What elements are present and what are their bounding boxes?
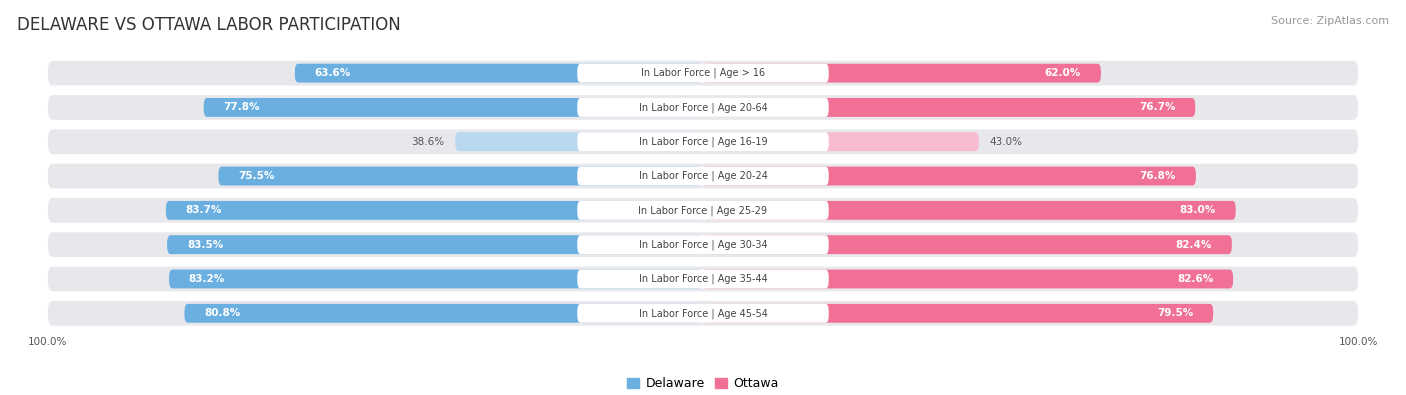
Text: In Labor Force | Age 35-44: In Labor Force | Age 35-44 [638,274,768,284]
FancyBboxPatch shape [167,235,703,254]
Text: 80.8%: 80.8% [204,308,240,318]
FancyBboxPatch shape [703,98,1195,117]
Text: 100.0%: 100.0% [28,337,67,348]
Text: 77.8%: 77.8% [224,102,260,113]
Text: 76.8%: 76.8% [1140,171,1175,181]
Text: 83.2%: 83.2% [188,274,225,284]
FancyBboxPatch shape [578,269,828,288]
FancyBboxPatch shape [48,267,1358,292]
Text: 83.7%: 83.7% [186,205,222,215]
FancyBboxPatch shape [48,130,1358,154]
FancyBboxPatch shape [578,64,828,83]
Text: 75.5%: 75.5% [238,171,274,181]
FancyBboxPatch shape [48,301,1358,325]
FancyBboxPatch shape [169,269,703,288]
FancyBboxPatch shape [578,167,828,186]
Text: In Labor Force | Age 25-29: In Labor Force | Age 25-29 [638,205,768,216]
Text: In Labor Force | Age > 16: In Labor Force | Age > 16 [641,68,765,78]
Text: 83.0%: 83.0% [1180,205,1216,215]
FancyBboxPatch shape [184,304,703,323]
Legend: Delaware, Ottawa: Delaware, Ottawa [621,372,785,395]
FancyBboxPatch shape [578,235,828,254]
FancyBboxPatch shape [703,269,1233,288]
FancyBboxPatch shape [578,132,828,151]
Text: In Labor Force | Age 30-34: In Labor Force | Age 30-34 [638,239,768,250]
Text: 100.0%: 100.0% [1339,337,1378,348]
Text: 79.5%: 79.5% [1157,308,1194,318]
Text: 76.7%: 76.7% [1139,102,1175,113]
FancyBboxPatch shape [703,235,1232,254]
FancyBboxPatch shape [204,98,703,117]
FancyBboxPatch shape [48,164,1358,188]
FancyBboxPatch shape [578,304,828,323]
FancyBboxPatch shape [218,167,703,186]
FancyBboxPatch shape [703,201,1236,220]
FancyBboxPatch shape [295,64,703,83]
FancyBboxPatch shape [703,64,1101,83]
Text: 38.6%: 38.6% [412,137,444,147]
Text: 82.6%: 82.6% [1177,274,1213,284]
FancyBboxPatch shape [578,98,828,117]
Text: 82.4%: 82.4% [1175,240,1212,250]
Text: In Labor Force | Age 45-54: In Labor Force | Age 45-54 [638,308,768,318]
FancyBboxPatch shape [578,201,828,220]
FancyBboxPatch shape [48,232,1358,257]
Text: 83.5%: 83.5% [187,240,224,250]
FancyBboxPatch shape [703,304,1213,323]
Text: 63.6%: 63.6% [315,68,352,78]
Text: In Labor Force | Age 20-24: In Labor Force | Age 20-24 [638,171,768,181]
Text: DELAWARE VS OTTAWA LABOR PARTICIPATION: DELAWARE VS OTTAWA LABOR PARTICIPATION [17,16,401,34]
FancyBboxPatch shape [166,201,703,220]
FancyBboxPatch shape [48,198,1358,223]
FancyBboxPatch shape [703,132,979,151]
FancyBboxPatch shape [456,132,703,151]
Text: 62.0%: 62.0% [1045,68,1081,78]
Text: Source: ZipAtlas.com: Source: ZipAtlas.com [1271,16,1389,26]
FancyBboxPatch shape [48,61,1358,85]
FancyBboxPatch shape [48,95,1358,120]
Text: In Labor Force | Age 16-19: In Labor Force | Age 16-19 [638,137,768,147]
Text: 43.0%: 43.0% [990,137,1022,147]
FancyBboxPatch shape [703,167,1197,186]
Text: In Labor Force | Age 20-64: In Labor Force | Age 20-64 [638,102,768,113]
